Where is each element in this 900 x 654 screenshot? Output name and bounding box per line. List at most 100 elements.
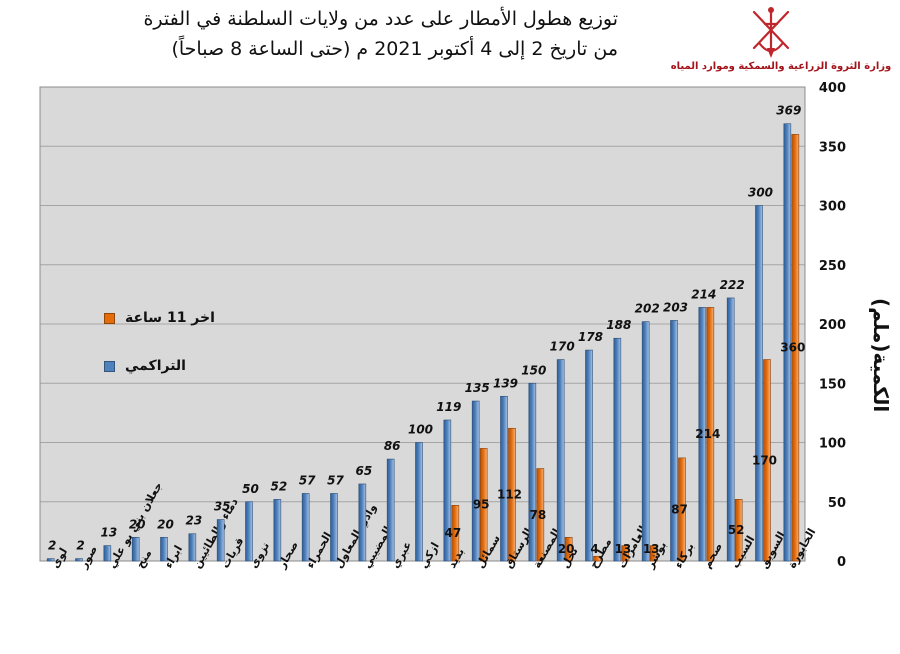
data-label-cumulative: 300 bbox=[748, 186, 773, 200]
data-label-cumulative: 188 bbox=[606, 318, 631, 332]
data-label-cumulative: 50 bbox=[242, 482, 259, 496]
bar-cumulative bbox=[301, 493, 310, 562]
legend-swatch-cumulative bbox=[104, 360, 115, 372]
y-tick-label: 50 bbox=[828, 496, 846, 511]
y-tick-label: 300 bbox=[819, 200, 846, 215]
data-label-recent: 170 bbox=[752, 453, 777, 467]
data-label-cumulative: 369 bbox=[776, 104, 801, 118]
bar-cumulative bbox=[783, 123, 792, 562]
bar-cumulative bbox=[131, 536, 140, 562]
bar-cumulative bbox=[528, 382, 537, 562]
data-label-cumulative: 65 bbox=[355, 464, 372, 478]
legend-label-cumulative: التراكمي bbox=[125, 358, 186, 374]
data-label-cumulative: 170 bbox=[550, 340, 575, 354]
bar-cumulative bbox=[670, 320, 678, 562]
data-label-cumulative: 178 bbox=[578, 330, 603, 344]
data-label-recent: 78 bbox=[529, 508, 546, 522]
chart-title-line-2: من تاريخ 2 إلى 4 أكتوبر 2021 م (حتى السا… bbox=[171, 38, 618, 60]
legend-label-recent: اخر 11 ساعة bbox=[125, 310, 215, 326]
bar-recent bbox=[734, 499, 743, 562]
bar-cumulative bbox=[500, 395, 508, 562]
data-label-recent: 13 bbox=[643, 542, 660, 556]
bar-cumulative bbox=[613, 337, 622, 562]
data-label-recent: 47 bbox=[444, 526, 461, 540]
bar-recent bbox=[536, 468, 545, 562]
data-label-recent: 112 bbox=[497, 488, 522, 502]
emblem-icon bbox=[752, 7, 790, 58]
data-label-cumulative: 57 bbox=[299, 473, 316, 487]
data-label-cumulative: 20 bbox=[129, 517, 146, 531]
bar-cumulative bbox=[415, 442, 423, 562]
legend-swatch-recent bbox=[104, 312, 115, 324]
bar-cumulative bbox=[358, 483, 367, 562]
data-label-cumulative: 119 bbox=[436, 400, 461, 414]
data-label-cumulative: 150 bbox=[521, 363, 546, 377]
data-label-cumulative: 139 bbox=[493, 376, 518, 390]
y-tick-label: 250 bbox=[819, 259, 846, 274]
bar-recent bbox=[763, 359, 771, 562]
data-label-cumulative: 2 bbox=[48, 539, 56, 553]
data-label-recent: 20 bbox=[558, 542, 575, 556]
data-label-cumulative: 13 bbox=[100, 526, 117, 540]
bar-cumulative bbox=[556, 359, 565, 562]
bar-cumulative bbox=[216, 519, 225, 562]
bar-recent bbox=[791, 134, 800, 562]
bar-cumulative bbox=[698, 307, 707, 562]
chart-title-line-1: توزيع هطول الأمطار على عدد من ولايات الس… bbox=[143, 8, 618, 30]
bar-cumulative bbox=[386, 458, 395, 562]
bar-recent bbox=[479, 448, 488, 562]
bar-cumulative bbox=[46, 558, 55, 562]
bar-cumulative bbox=[273, 499, 282, 562]
y-tick-label: 0 bbox=[837, 555, 846, 570]
data-label-cumulative: 202 bbox=[635, 302, 660, 316]
bar-recent bbox=[621, 545, 630, 562]
data-label-recent: 52 bbox=[728, 523, 745, 537]
bar-cumulative bbox=[443, 419, 452, 562]
bar-recent bbox=[593, 555, 601, 562]
data-label-cumulative: 35 bbox=[214, 500, 231, 514]
data-label-cumulative: 57 bbox=[327, 473, 344, 487]
bar-cumulative bbox=[755, 205, 763, 562]
y-tick-label: 400 bbox=[819, 81, 846, 96]
bar-cumulative bbox=[585, 349, 593, 562]
y-tick-label: 200 bbox=[819, 318, 846, 333]
legend-item-cumulative: التراكمي bbox=[104, 356, 186, 376]
data-label-cumulative: 2 bbox=[76, 539, 84, 553]
bar-cumulative bbox=[188, 533, 197, 562]
data-label-cumulative: 52 bbox=[270, 479, 287, 493]
data-label-recent: 214 bbox=[695, 427, 720, 441]
y-tick-label: 350 bbox=[819, 140, 846, 155]
bar-recent bbox=[508, 427, 516, 562]
data-label-cumulative: 100 bbox=[408, 423, 433, 437]
data-label-cumulative: 86 bbox=[384, 439, 401, 453]
data-label-cumulative: 214 bbox=[691, 287, 716, 301]
data-label-cumulative: 20 bbox=[157, 517, 174, 531]
bar-recent bbox=[706, 307, 715, 562]
bar-cumulative bbox=[103, 545, 112, 562]
bar-cumulative bbox=[471, 400, 480, 562]
data-label-cumulative: 222 bbox=[720, 278, 745, 292]
bar-cumulative bbox=[726, 297, 735, 562]
data-label-recent: 13 bbox=[614, 542, 631, 556]
bar-recent bbox=[678, 457, 686, 562]
bar-cumulative bbox=[75, 558, 83, 562]
data-label-cumulative: 23 bbox=[185, 514, 202, 528]
data-label-cumulative: 135 bbox=[465, 381, 490, 395]
bar-cumulative bbox=[330, 493, 338, 562]
legend-item-recent: اخر 11 ساعة bbox=[104, 308, 215, 328]
bar-recent bbox=[451, 505, 460, 562]
y-tick-label: 150 bbox=[819, 377, 846, 392]
ministry-name: وزارة الثروة الزراعية والسمكية وموارد ال… bbox=[670, 61, 892, 72]
y-axis-title: الكمية(ملم) bbox=[869, 297, 893, 413]
bar-cumulative bbox=[160, 536, 168, 562]
data-label-recent: 95 bbox=[473, 498, 490, 512]
y-tick-label: 100 bbox=[819, 437, 846, 452]
data-label-recent: 87 bbox=[671, 502, 688, 516]
data-label-recent: 4 bbox=[590, 542, 598, 556]
bar-recent bbox=[564, 536, 573, 562]
bar-cumulative bbox=[641, 321, 650, 562]
data-label-cumulative: 203 bbox=[663, 300, 688, 314]
bar-recent bbox=[649, 545, 658, 562]
